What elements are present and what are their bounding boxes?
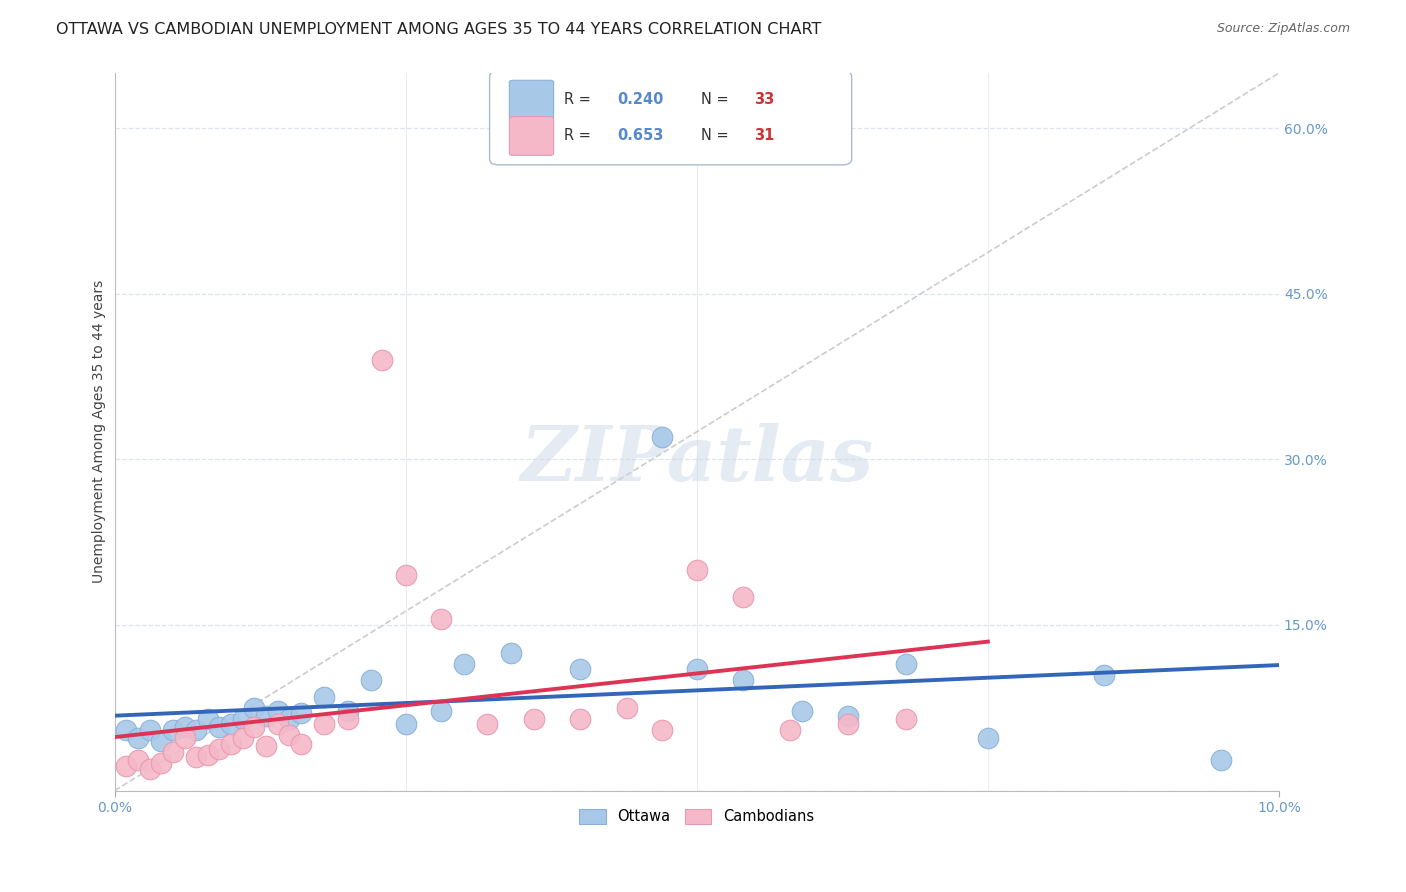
Point — [314, 717, 336, 731]
Point — [138, 723, 160, 737]
Point — [429, 704, 451, 718]
Point — [651, 723, 673, 737]
Point — [336, 712, 359, 726]
Y-axis label: Unemployment Among Ages 35 to 44 years: Unemployment Among Ages 35 to 44 years — [93, 280, 107, 583]
Point — [896, 712, 918, 726]
Point — [453, 657, 475, 671]
Text: N =: N = — [702, 92, 734, 107]
Point — [115, 723, 138, 737]
Point — [314, 690, 336, 704]
Point — [1092, 667, 1115, 681]
Point — [977, 731, 1000, 745]
Point — [254, 708, 277, 723]
Point — [395, 717, 418, 731]
Point — [733, 673, 755, 688]
Point — [278, 728, 301, 742]
Point — [569, 662, 592, 676]
Text: Source: ZipAtlas.com: Source: ZipAtlas.com — [1216, 22, 1350, 36]
FancyBboxPatch shape — [509, 117, 554, 155]
Text: R =: R = — [564, 92, 596, 107]
Point — [127, 753, 149, 767]
Point — [219, 737, 242, 751]
Point — [429, 612, 451, 626]
Point — [138, 762, 160, 776]
FancyBboxPatch shape — [509, 80, 554, 119]
Point — [208, 741, 231, 756]
Point — [150, 756, 173, 770]
Point — [186, 750, 208, 764]
Point — [278, 712, 301, 726]
Point — [395, 568, 418, 582]
Point — [232, 712, 254, 726]
Text: ZIPatlas: ZIPatlas — [520, 424, 873, 498]
Point — [162, 723, 184, 737]
Point — [569, 712, 592, 726]
Point — [371, 353, 394, 368]
Text: 0.653: 0.653 — [617, 128, 664, 144]
Point — [219, 717, 242, 731]
Point — [208, 720, 231, 734]
Point — [150, 734, 173, 748]
Point — [616, 700, 638, 714]
Point — [837, 717, 859, 731]
Point — [186, 723, 208, 737]
Point — [243, 700, 266, 714]
Legend: Ottawa, Cambodians: Ottawa, Cambodians — [574, 803, 820, 830]
Point — [254, 739, 277, 754]
Text: 33: 33 — [754, 92, 775, 107]
Point — [173, 720, 195, 734]
Point — [790, 704, 813, 718]
Point — [733, 591, 755, 605]
Point — [651, 430, 673, 444]
Point — [360, 673, 382, 688]
Point — [779, 723, 801, 737]
Text: 0.240: 0.240 — [617, 92, 664, 107]
Text: R =: R = — [564, 128, 596, 144]
Point — [127, 731, 149, 745]
Point — [162, 745, 184, 759]
Point — [477, 717, 499, 731]
Point — [686, 563, 709, 577]
FancyBboxPatch shape — [489, 70, 852, 165]
Text: OTTAWA VS CAMBODIAN UNEMPLOYMENT AMONG AGES 35 TO 44 YEARS CORRELATION CHART: OTTAWA VS CAMBODIAN UNEMPLOYMENT AMONG A… — [56, 22, 821, 37]
Point — [499, 646, 522, 660]
Point — [837, 708, 859, 723]
Point — [336, 704, 359, 718]
Point — [266, 704, 288, 718]
Point — [290, 737, 312, 751]
Point — [115, 759, 138, 773]
Point — [197, 712, 219, 726]
Point — [197, 748, 219, 763]
Text: 31: 31 — [754, 128, 775, 144]
Point — [232, 731, 254, 745]
Point — [266, 717, 288, 731]
Point — [1209, 753, 1232, 767]
Point — [290, 706, 312, 721]
Point — [896, 657, 918, 671]
Point — [523, 712, 546, 726]
Point — [243, 720, 266, 734]
Text: N =: N = — [702, 128, 734, 144]
Point — [173, 731, 195, 745]
Point — [686, 662, 709, 676]
